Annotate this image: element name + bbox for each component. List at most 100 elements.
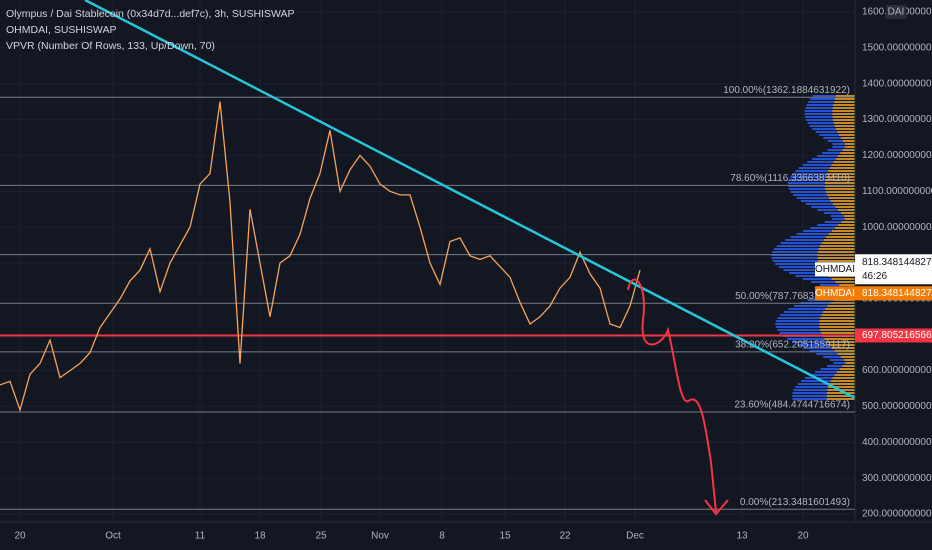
volume-bar (831, 278, 855, 280)
volume-bar (834, 98, 855, 100)
volume-bar (826, 341, 855, 343)
volume-bar (803, 347, 832, 349)
volume-bar (819, 245, 855, 247)
y-tick-label: 1200.0000000000 (862, 150, 932, 161)
y-tick-label: 600.0000000000 (862, 365, 932, 376)
volume-bar (823, 239, 855, 241)
volume-bar (832, 110, 855, 112)
volume-bar (838, 209, 855, 211)
volume-bar (790, 191, 827, 193)
volume-bar (832, 146, 845, 148)
volume-bar (805, 119, 833, 121)
volume-bar (777, 329, 821, 331)
volume-bar (824, 182, 855, 184)
volume-bar (844, 146, 855, 148)
volume-bar (790, 236, 827, 238)
volume-bar (833, 122, 855, 124)
price-tag (815, 286, 855, 301)
volume-bar (823, 212, 841, 214)
volume-bar (823, 356, 841, 358)
volume-bar (771, 251, 818, 253)
volume-bar (826, 173, 855, 175)
y-tick-label: 1500.0000000000 (862, 42, 932, 53)
support-tag (855, 328, 932, 343)
volume-bar (798, 167, 830, 169)
volume-bar (822, 311, 855, 313)
volume-bar (829, 167, 855, 169)
volume-bar (817, 260, 855, 262)
volume-bar (792, 392, 827, 394)
volume-bar (838, 134, 855, 136)
volume-bar (839, 284, 855, 286)
volume-bar (797, 383, 830, 385)
volume-bar (788, 179, 826, 181)
volume-bar (830, 200, 855, 202)
fib-label: 50.00%(787.7683116708) (735, 291, 850, 302)
volume-bar (828, 170, 855, 172)
volume-bar (793, 389, 828, 391)
volume-bar (815, 371, 838, 373)
volume-bar (840, 356, 855, 358)
volume-bar (821, 332, 855, 334)
x-tick-label: 22 (559, 531, 571, 542)
y-tick-label: 200.0000000000 (862, 509, 932, 520)
y-tick-label: 1300.0000000000 (862, 114, 932, 125)
volume-bar (777, 317, 821, 319)
volume-bar (811, 281, 836, 283)
volume-bar (831, 347, 855, 349)
volume-bar (793, 305, 828, 307)
volume-bar (812, 158, 836, 160)
volume-bar (842, 365, 855, 367)
title: Olympus / Dai Stablecoin (0x34d7d...def7… (6, 8, 295, 20)
x-tick-label: Dec (626, 531, 644, 542)
volume-bar (830, 380, 855, 382)
volume-bar (783, 269, 823, 271)
volume-bar (805, 203, 833, 205)
price-line (0, 101, 641, 413)
x-tick-label: 25 (315, 531, 327, 542)
volume-bar (835, 95, 855, 97)
volume-bar (840, 137, 855, 139)
volume-bar (841, 221, 855, 223)
volume-bar (826, 191, 855, 193)
volume-bar (808, 101, 834, 103)
volume-bar (816, 353, 838, 355)
volume-bar (832, 119, 855, 121)
volume-bar (829, 359, 844, 361)
support-tag-value: 697.8052165660 (862, 330, 932, 341)
volume-bar (815, 131, 838, 133)
volume-bar (804, 116, 833, 118)
volume-bar (788, 188, 826, 190)
x-tick-label: Oct (105, 531, 121, 542)
forecast-arrow (627, 278, 729, 516)
price-tag-value: 818.3481448279 (862, 257, 932, 268)
volume-bar (844, 143, 855, 145)
price-tag (855, 254, 932, 285)
volume-bar (819, 134, 839, 136)
volume-bar (812, 128, 836, 130)
price-tag (815, 262, 855, 277)
x-tick-label: 13 (736, 531, 748, 542)
volume-bar (775, 326, 820, 328)
currency: DAI (888, 7, 905, 18)
volume-bar (819, 326, 855, 328)
volume-bar (804, 113, 833, 115)
volume-bar (810, 227, 835, 229)
volume-bar (833, 161, 855, 163)
volume-bar (834, 350, 855, 352)
volume-bar (833, 362, 846, 364)
volume-bar (802, 164, 832, 166)
volume-bar (788, 185, 825, 187)
y-tick-label: 500.0000000000 (862, 401, 932, 412)
volume-bar (829, 344, 855, 346)
symbol: OHMDAI, SUSHISWAP (6, 24, 116, 36)
volume-bar (793, 194, 828, 196)
volume-bar (837, 353, 855, 355)
volume-bar (809, 125, 835, 127)
volume-bar (818, 248, 855, 250)
x-tick-label: 11 (195, 531, 206, 542)
price-tag (855, 286, 932, 301)
volume-bar (775, 320, 820, 322)
volume-bar (827, 194, 855, 196)
